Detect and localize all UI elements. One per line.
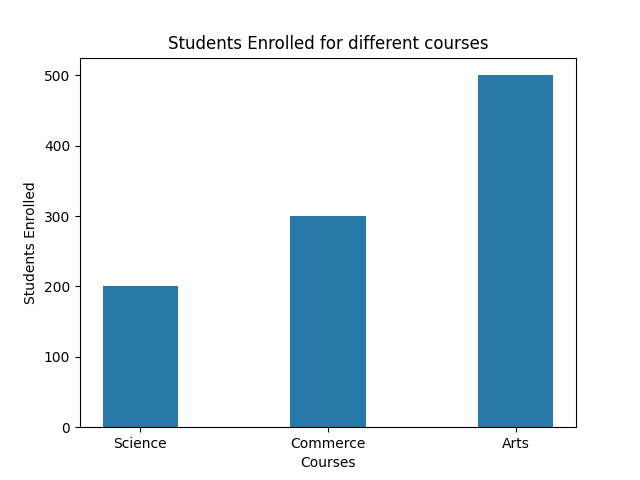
Title: Students Enrolled for different courses: Students Enrolled for different courses: [168, 35, 488, 53]
Y-axis label: Students Enrolled: Students Enrolled: [24, 181, 38, 304]
Bar: [102, 287, 178, 427]
Bar: [478, 75, 554, 427]
X-axis label: Courses: Courses: [300, 456, 356, 470]
Bar: [291, 216, 365, 427]
